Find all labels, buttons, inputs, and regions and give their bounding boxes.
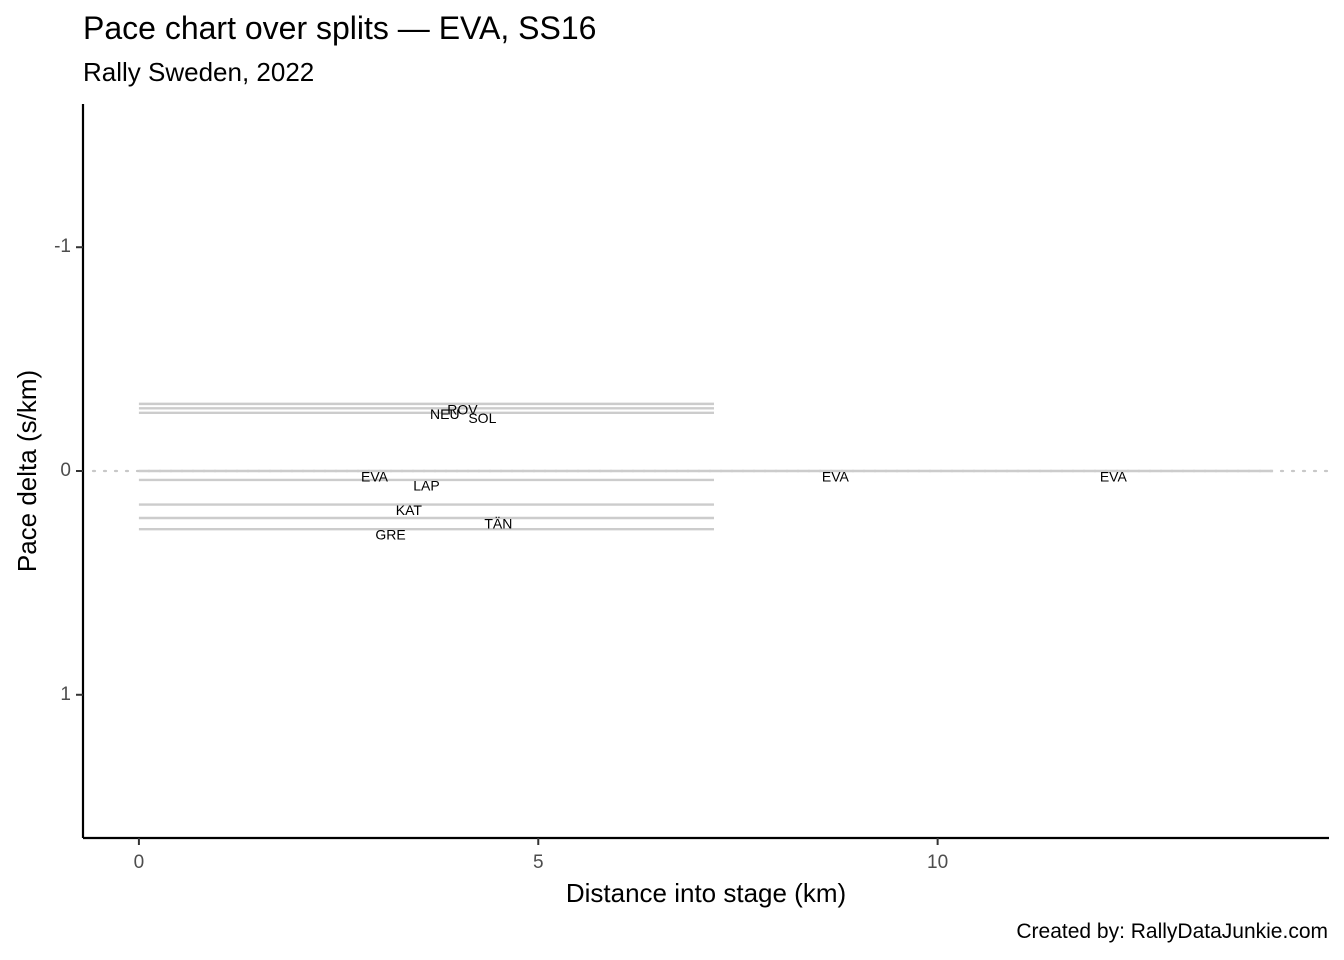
x-tick-label: 5	[533, 852, 544, 873]
chart-caption: Created by: RallyDataJunkie.com	[1016, 920, 1328, 943]
y-tick-label: -1	[54, 236, 71, 257]
series-label-neu: NEU	[430, 406, 460, 422]
y-axis-title: Pace delta (s/km)	[12, 370, 42, 572]
y-tick-label: 0	[60, 460, 71, 481]
chart-subtitle: Rally Sweden, 2022	[83, 57, 315, 87]
split-label-eva-2: EVA	[1100, 468, 1128, 484]
y-tick-label: 1	[60, 684, 71, 705]
chart-title: Pace chart over splits — EVA, SS16	[83, 10, 597, 46]
series-label-lap: LAP	[413, 477, 439, 493]
series-label-gre: GRE	[375, 527, 405, 543]
split-label-eva-1: EVA	[822, 468, 850, 484]
x-tick-label: 10	[927, 852, 948, 873]
series-label-eva: EVA	[361, 468, 389, 484]
x-axis-title: Distance into stage (km)	[566, 878, 846, 908]
x-tick-label: 0	[134, 852, 145, 873]
series-label-sol: SOL	[468, 410, 496, 426]
series-label-tän: TÄN	[484, 515, 512, 531]
series-label-kat: KAT	[396, 502, 423, 518]
series-label-rov: ROV	[447, 401, 478, 417]
